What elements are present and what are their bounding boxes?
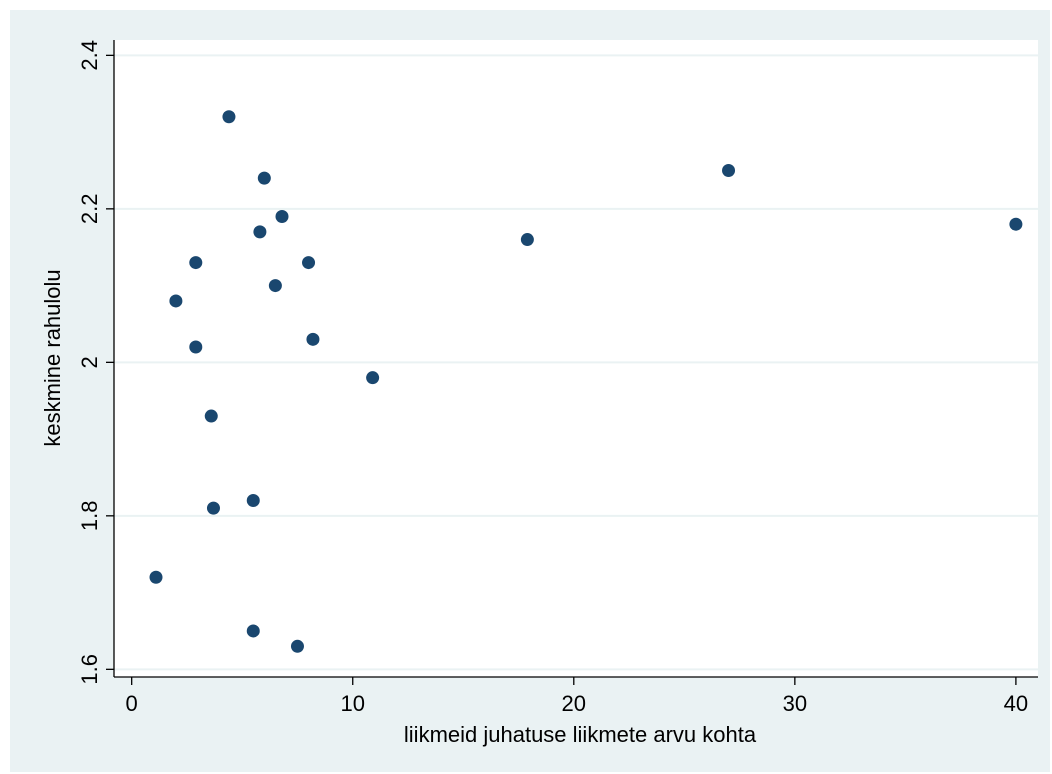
data-point — [189, 256, 203, 270]
data-points — [149, 110, 1023, 653]
data-point — [246, 493, 260, 507]
data-point — [149, 570, 163, 584]
x-tick-label: 20 — [562, 691, 586, 716]
plot-area — [114, 40, 1038, 677]
x-axis-title: liikmeid juhatuse liikmete arvu kohta — [404, 722, 757, 747]
y-tick-label: 2.4 — [77, 40, 102, 71]
y-tick-label: 1.6 — [77, 654, 102, 685]
gridlines — [114, 54, 1038, 671]
data-point — [268, 279, 282, 293]
x-tick-label: 40 — [1004, 691, 1028, 716]
y-tick-label: 1.8 — [77, 501, 102, 532]
data-point — [520, 233, 534, 247]
data-point — [722, 163, 736, 177]
data-point — [302, 256, 316, 270]
data-point — [366, 371, 380, 385]
data-point — [1009, 217, 1023, 231]
data-point — [253, 225, 267, 239]
y-tick-label: 2.2 — [77, 194, 102, 225]
data-point — [189, 340, 203, 354]
data-point — [169, 294, 183, 308]
data-point — [206, 501, 220, 515]
x-tick-label: 30 — [783, 691, 807, 716]
y-tick-label: 2 — [77, 356, 102, 368]
data-point — [306, 332, 320, 346]
ticks: 1.6 1.8 2 2.2 2.4 0 10 20 30 40 — [77, 40, 1028, 716]
data-point — [257, 171, 271, 185]
data-point — [290, 639, 304, 653]
x-tick-label: 0 — [126, 691, 138, 716]
data-point — [204, 409, 218, 423]
data-point — [275, 210, 289, 224]
axes — [113, 40, 1038, 678]
y-axis-title: keskmine rahulolu — [40, 269, 65, 446]
data-point — [222, 110, 236, 124]
data-point — [246, 624, 260, 638]
x-tick-label: 10 — [340, 691, 364, 716]
